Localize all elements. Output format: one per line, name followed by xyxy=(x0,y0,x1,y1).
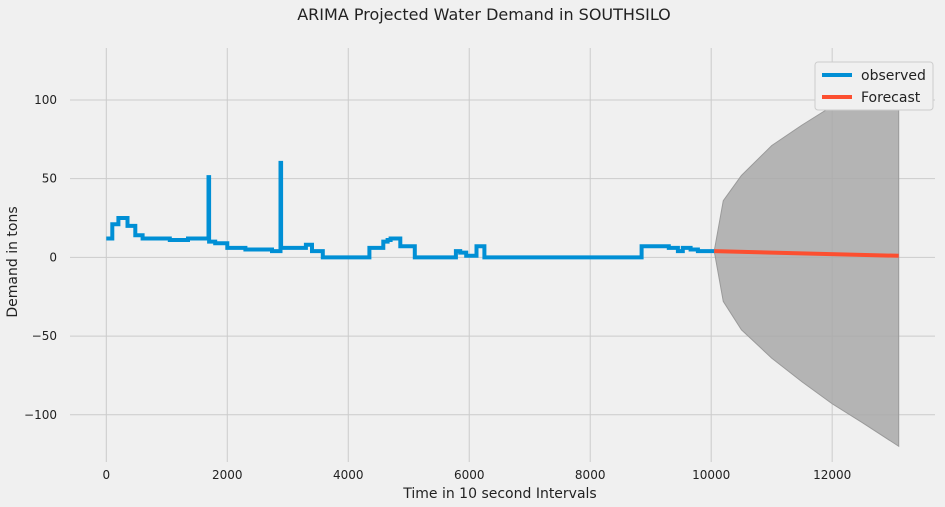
y-tick-label: −100 xyxy=(24,408,57,422)
x-tick-label: 10000 xyxy=(692,468,730,482)
tick-labels: 0 2000 4000 6000 8000 10000 12000 −100 −50 0 50 100 xyxy=(24,93,851,482)
chart-title: ARIMA Projected Water Demand in SOUTHSIL… xyxy=(297,5,671,24)
y-tick-label: 0 xyxy=(49,250,57,264)
x-axis-label: Time in 10 second Intervals xyxy=(402,486,596,502)
legend-label-forecast: Forecast xyxy=(861,90,921,106)
y-axis-label: Demand in tons xyxy=(5,206,21,317)
x-tick-label: 6000 xyxy=(454,468,485,482)
legend-label-observed: observed xyxy=(861,68,926,84)
x-tick-label: 2000 xyxy=(212,468,243,482)
x-tick-label: 0 xyxy=(102,468,110,482)
forecast-confidence-band xyxy=(713,81,900,448)
x-tick-label: 8000 xyxy=(575,468,606,482)
y-tick-label: 50 xyxy=(42,172,57,186)
legend: observed Forecast xyxy=(814,61,934,111)
y-tick-label: 100 xyxy=(34,93,57,107)
series-layer xyxy=(106,160,899,260)
y-tick-label: −50 xyxy=(32,329,57,343)
series-line-observed xyxy=(106,160,715,260)
confidence-band-layer xyxy=(713,81,900,448)
x-tick-label: 12000 xyxy=(813,468,851,482)
series-line-forecast xyxy=(714,249,899,258)
x-tick-label: 4000 xyxy=(333,468,364,482)
